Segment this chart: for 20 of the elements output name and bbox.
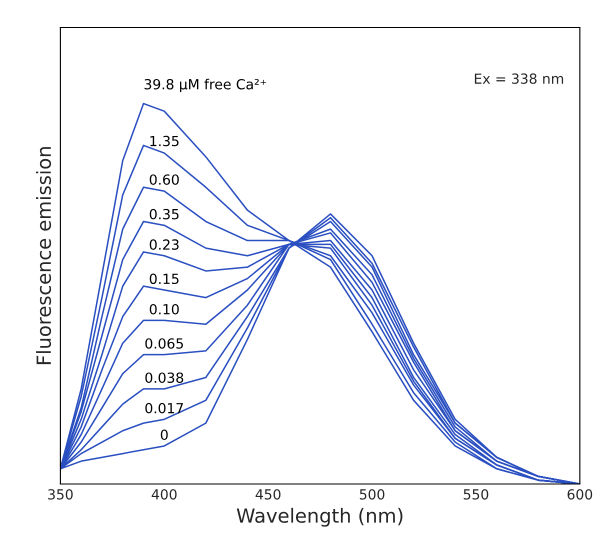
y-axis-title: Fluorescence emission — [36, 147, 52, 364]
x-tick-label: 550 — [464, 489, 488, 500]
series-label: 0.60 — [150, 174, 179, 185]
series-label: 39.8 μM free Ca²⁺ — [144, 78, 266, 92]
x-tick-label: 350 — [48, 489, 73, 500]
series-label: 0 — [160, 430, 168, 440]
series-label: 0.23 — [150, 239, 179, 250]
x-tick-label: 400 — [152, 489, 177, 500]
x-tick-label: 450 — [256, 489, 281, 500]
series-label: 0.017 — [145, 402, 183, 414]
series-label: 0.038 — [145, 372, 184, 383]
series-label: 0.15 — [150, 274, 179, 284]
series-label: 1.35 — [150, 136, 179, 146]
series-label: 0.35 — [150, 208, 179, 220]
series-label: 0.065 — [145, 338, 183, 349]
series-label: 0.10 — [150, 304, 179, 314]
x-axis-title: Wavelength (nm) — [236, 508, 402, 527]
x-tick-label: 500 — [360, 489, 384, 500]
text: Ex = 338 nm — [474, 73, 564, 84]
x-tick-label: 600 — [568, 489, 592, 500]
